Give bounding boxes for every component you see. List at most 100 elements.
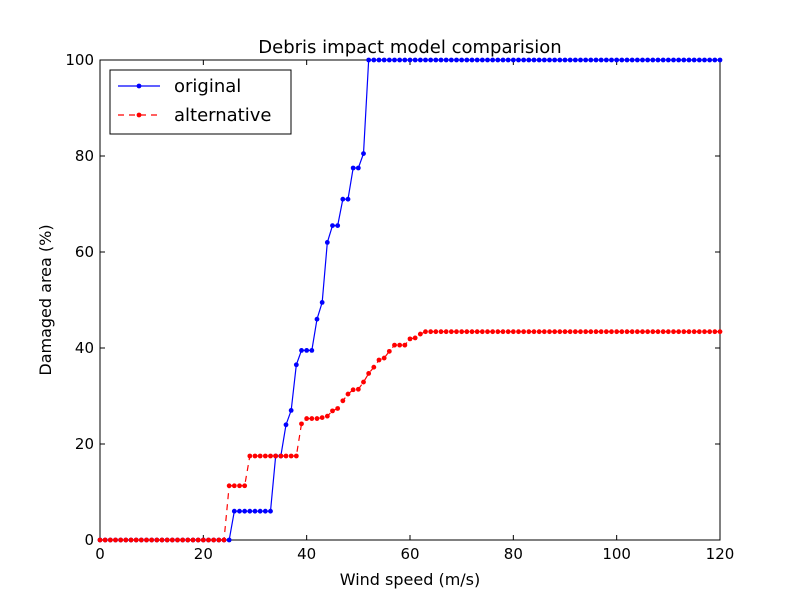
- data-point-alternative: [97, 537, 103, 543]
- data-point-original: [355, 165, 361, 171]
- data-point-alternative: [609, 329, 614, 335]
- series-alternative: [97, 329, 723, 543]
- x-tick-label: 40: [297, 545, 316, 563]
- y-axis: 0 20 40 60 80 100: [65, 51, 720, 549]
- data-point-alternative: [588, 329, 594, 335]
- data-point-alternative: [479, 329, 485, 335]
- data-point-original: [691, 57, 697, 63]
- data-point-original: [634, 57, 640, 63]
- data-point-alternative: [448, 329, 454, 335]
- data-point-alternative: [278, 453, 284, 459]
- data-point-alternative: [417, 331, 423, 337]
- data-point-alternative: [314, 416, 320, 421]
- data-point-original: [660, 57, 666, 63]
- data-point-original: [428, 57, 434, 63]
- data-point-alternative: [469, 329, 475, 335]
- data-point-alternative: [402, 342, 408, 348]
- data-point-alternative: [505, 329, 511, 335]
- data-point-alternative: [175, 537, 180, 543]
- data-point-original: [319, 300, 325, 305]
- data-point-alternative: [629, 329, 635, 335]
- data-point-original: [448, 57, 454, 63]
- data-point-original: [293, 362, 299, 368]
- data-point-alternative: [702, 329, 707, 335]
- data-point-original: [335, 223, 341, 229]
- data-point-alternative: [123, 537, 129, 543]
- data-point-alternative: [195, 537, 201, 543]
- data-point-original: [619, 57, 625, 63]
- data-point-alternative: [660, 329, 666, 335]
- data-point-alternative: [211, 537, 217, 543]
- data-point-original: [609, 57, 614, 63]
- data-point-alternative: [304, 416, 310, 421]
- data-point-original: [231, 508, 237, 514]
- data-point-alternative: [149, 537, 155, 543]
- data-point-original: [407, 57, 413, 63]
- y-tick-label: 40: [75, 339, 94, 357]
- data-point-original: [283, 422, 289, 428]
- data-point-original: [454, 57, 459, 63]
- data-point-alternative: [324, 413, 330, 419]
- data-point-original: [536, 57, 542, 63]
- data-point-original: [578, 57, 583, 63]
- data-point-alternative: [495, 329, 501, 335]
- legend-marker-alternative: [136, 112, 142, 118]
- data-point-alternative: [288, 453, 294, 459]
- data-point-alternative: [335, 406, 341, 411]
- data-point-original: [433, 57, 439, 63]
- x-axis-label: Wind speed (m/s): [340, 570, 481, 589]
- data-point-original: [226, 537, 232, 543]
- data-point-alternative: [376, 357, 382, 363]
- data-point-original: [629, 57, 635, 63]
- data-point-alternative: [593, 329, 599, 335]
- data-point-original: [299, 348, 304, 353]
- data-point-alternative: [454, 329, 459, 335]
- data-point-alternative: [691, 329, 697, 335]
- data-point-alternative: [190, 537, 196, 543]
- data-point-alternative: [355, 386, 361, 392]
- data-point-alternative: [350, 387, 356, 393]
- data-point-alternative: [562, 329, 568, 335]
- x-tick-label: 120: [706, 545, 735, 563]
- legend-label-alternative: alternative: [174, 105, 271, 126]
- data-point-original: [516, 57, 521, 63]
- data-point-alternative: [655, 329, 661, 335]
- data-point-original: [614, 57, 620, 63]
- data-point-original: [681, 57, 687, 63]
- data-point-original: [392, 57, 397, 63]
- y-axis-label: Damaged area (%): [36, 224, 55, 375]
- data-point-alternative: [443, 329, 449, 335]
- y-tick-label: 60: [75, 243, 94, 261]
- data-point-original: [686, 57, 692, 63]
- data-point-alternative: [283, 453, 289, 459]
- data-point-alternative: [340, 398, 346, 404]
- data-point-original: [531, 57, 537, 63]
- data-point-original: [541, 57, 547, 63]
- data-point-original: [702, 57, 707, 63]
- data-point-original: [655, 57, 661, 63]
- series-layer: [97, 57, 723, 543]
- data-point-alternative: [583, 329, 589, 335]
- data-point-alternative: [526, 329, 532, 335]
- data-point-alternative: [485, 329, 490, 335]
- data-point-alternative: [650, 329, 656, 335]
- data-point-original: [288, 408, 294, 413]
- data-point-original: [552, 57, 558, 63]
- data-point-alternative: [221, 537, 227, 543]
- data-point-original: [665, 57, 671, 63]
- data-point-original: [459, 57, 465, 63]
- data-point-original: [309, 348, 315, 353]
- data-point-original: [572, 57, 578, 63]
- data-point-alternative: [319, 415, 325, 420]
- data-point-original: [350, 165, 356, 171]
- data-point-alternative: [226, 483, 232, 489]
- data-point-original: [567, 57, 573, 63]
- data-point-alternative: [216, 537, 222, 543]
- data-point-original: [237, 508, 242, 514]
- data-point-alternative: [309, 416, 315, 421]
- data-point-original: [521, 57, 527, 63]
- data-point-alternative: [366, 371, 372, 376]
- data-point-original: [345, 196, 351, 202]
- data-point-alternative: [242, 483, 248, 489]
